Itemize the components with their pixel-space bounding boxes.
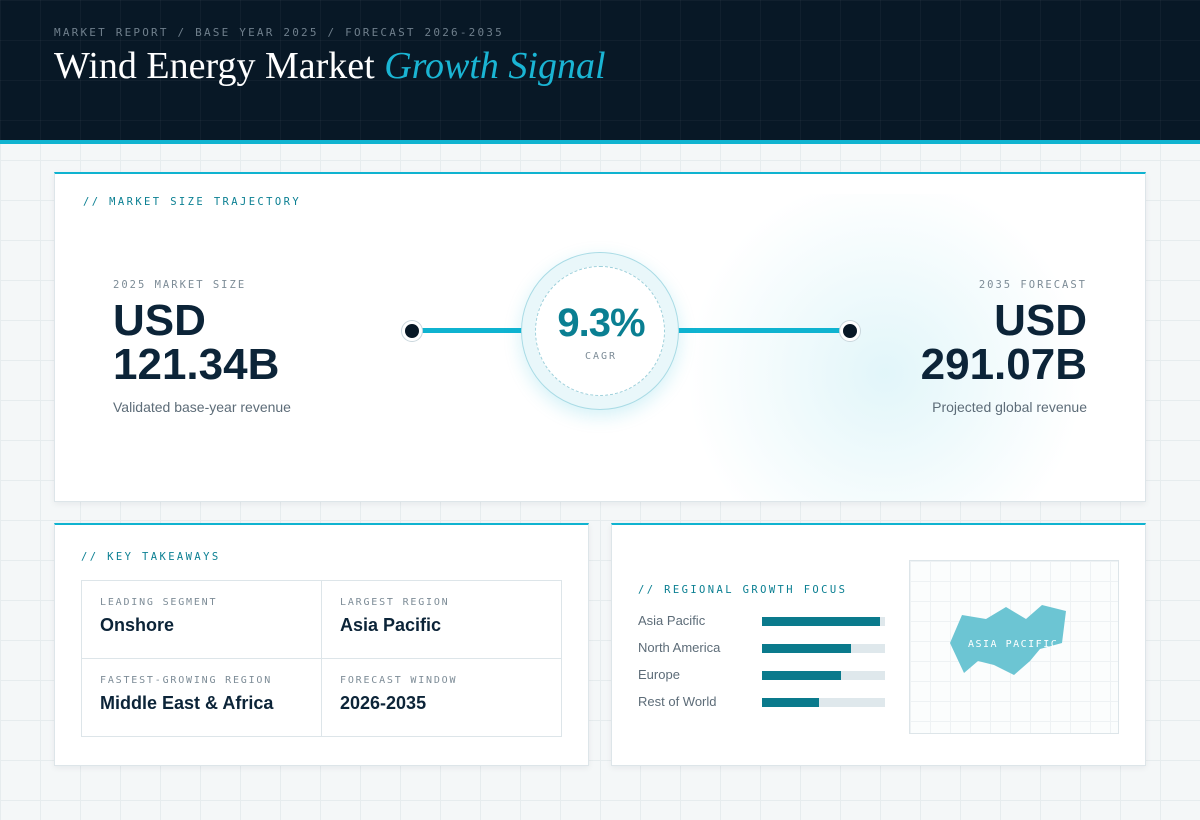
region-bar-name: Rest of World — [638, 694, 717, 709]
region-bar-track — [762, 698, 885, 707]
background-glow — [665, 194, 1105, 501]
cagr-badge: 9.3% CAGR — [521, 252, 679, 410]
region-bar-row: Rest of World — [638, 693, 898, 711]
region-bar-track — [762, 644, 885, 653]
key-takeaways-card: // KEY TAKEAWAYS LEADING SEGMENT Onshore… — [54, 523, 589, 766]
takeaway-leading-segment: LEADING SEGMENT Onshore — [82, 581, 322, 659]
base-year-currency: USD — [113, 296, 206, 345]
region-bar-fill — [762, 644, 851, 653]
takeaway-key: LEADING SEGMENT — [100, 597, 218, 608]
region-bar-name: North America — [638, 640, 721, 655]
base-year-amount: 121.34B — [113, 340, 280, 389]
base-year-caption: Validated base-year revenue — [113, 399, 291, 415]
takeaway-key: LARGEST REGION — [340, 597, 450, 608]
region-bar-track — [762, 617, 885, 626]
map-region-label: ASIA PACIFIC — [968, 639, 1059, 650]
cagr-label: CAGR — [584, 351, 618, 362]
base-year-kicker: 2025 MARKET SIZE — [113, 279, 247, 291]
region-bar-track — [762, 671, 885, 680]
trajectory-start-dot — [402, 321, 422, 341]
forecast-amount: 291.07B — [920, 340, 1087, 389]
page-title: Wind Energy Market Growth Signal — [54, 44, 606, 88]
takeaway-value: Onshore — [100, 615, 175, 635]
takeaways-label: // KEY TAKEAWAYS — [81, 551, 221, 563]
trajectory-label: // MARKET SIZE TRAJECTORY — [83, 196, 302, 208]
asia-pacific-shape — [950, 605, 1066, 675]
takeaway-forecast-window: FORECAST WINDOW 2026-2035 — [322, 659, 562, 737]
takeaways-grid: LEADING SEGMENT Onshore LARGEST REGION A… — [81, 580, 562, 737]
takeaway-value: 2026-2035 — [340, 693, 427, 713]
takeaway-fastest-growing-region: FASTEST-GROWING REGION Middle East & Afr… — [82, 659, 322, 737]
report-header: MARKET REPORT / BASE YEAR 2025 / FORECAS… — [0, 0, 1200, 144]
region-map: ASIA PACIFIC — [909, 560, 1119, 734]
cagr-value: 9.3% — [557, 301, 645, 345]
forecast-value: USD 291.07B — [921, 299, 1087, 387]
region-bar-name: Europe — [638, 667, 680, 682]
forecast-caption: Projected global revenue — [932, 399, 1087, 415]
takeaway-key: FASTEST-GROWING REGION — [100, 675, 273, 686]
regional-growth-card: // REGIONAL GROWTH FOCUS Asia Pacific No… — [611, 523, 1146, 766]
title-accent: Growth Signal — [384, 45, 606, 87]
region-bar-fill — [762, 617, 881, 626]
takeaway-value: Asia Pacific — [340, 615, 442, 635]
region-bar-row: North America — [638, 639, 898, 657]
title-main: Wind Energy Market — [54, 45, 375, 87]
trajectory-end-dot — [840, 321, 860, 341]
regional-label: // REGIONAL GROWTH FOCUS — [638, 584, 848, 596]
region-bar-fill — [762, 698, 819, 707]
region-bar-row: Asia Pacific — [638, 612, 898, 630]
forecast-kicker: 2035 FORECAST — [978, 279, 1087, 291]
cagr-inner-ring: 9.3% CAGR — [535, 266, 665, 396]
breadcrumb: MARKET REPORT / BASE YEAR 2025 / FORECAS… — [54, 26, 504, 39]
region-bar-row: Europe — [638, 666, 898, 684]
takeaway-key: FORECAST WINDOW — [340, 675, 458, 686]
forecast-currency: USD — [994, 296, 1087, 345]
takeaway-largest-region: LARGEST REGION Asia Pacific — [322, 581, 562, 659]
market-size-trajectory-card: // MARKET SIZE TRAJECTORY 2025 MARKET SI… — [54, 172, 1146, 502]
base-year-value: USD 121.34B — [113, 299, 279, 387]
region-bar-name: Asia Pacific — [638, 613, 706, 628]
region-bar-fill — [762, 671, 841, 680]
asia-pacific-map-icon — [950, 605, 1066, 675]
takeaway-value: Middle East & Africa — [100, 693, 274, 713]
